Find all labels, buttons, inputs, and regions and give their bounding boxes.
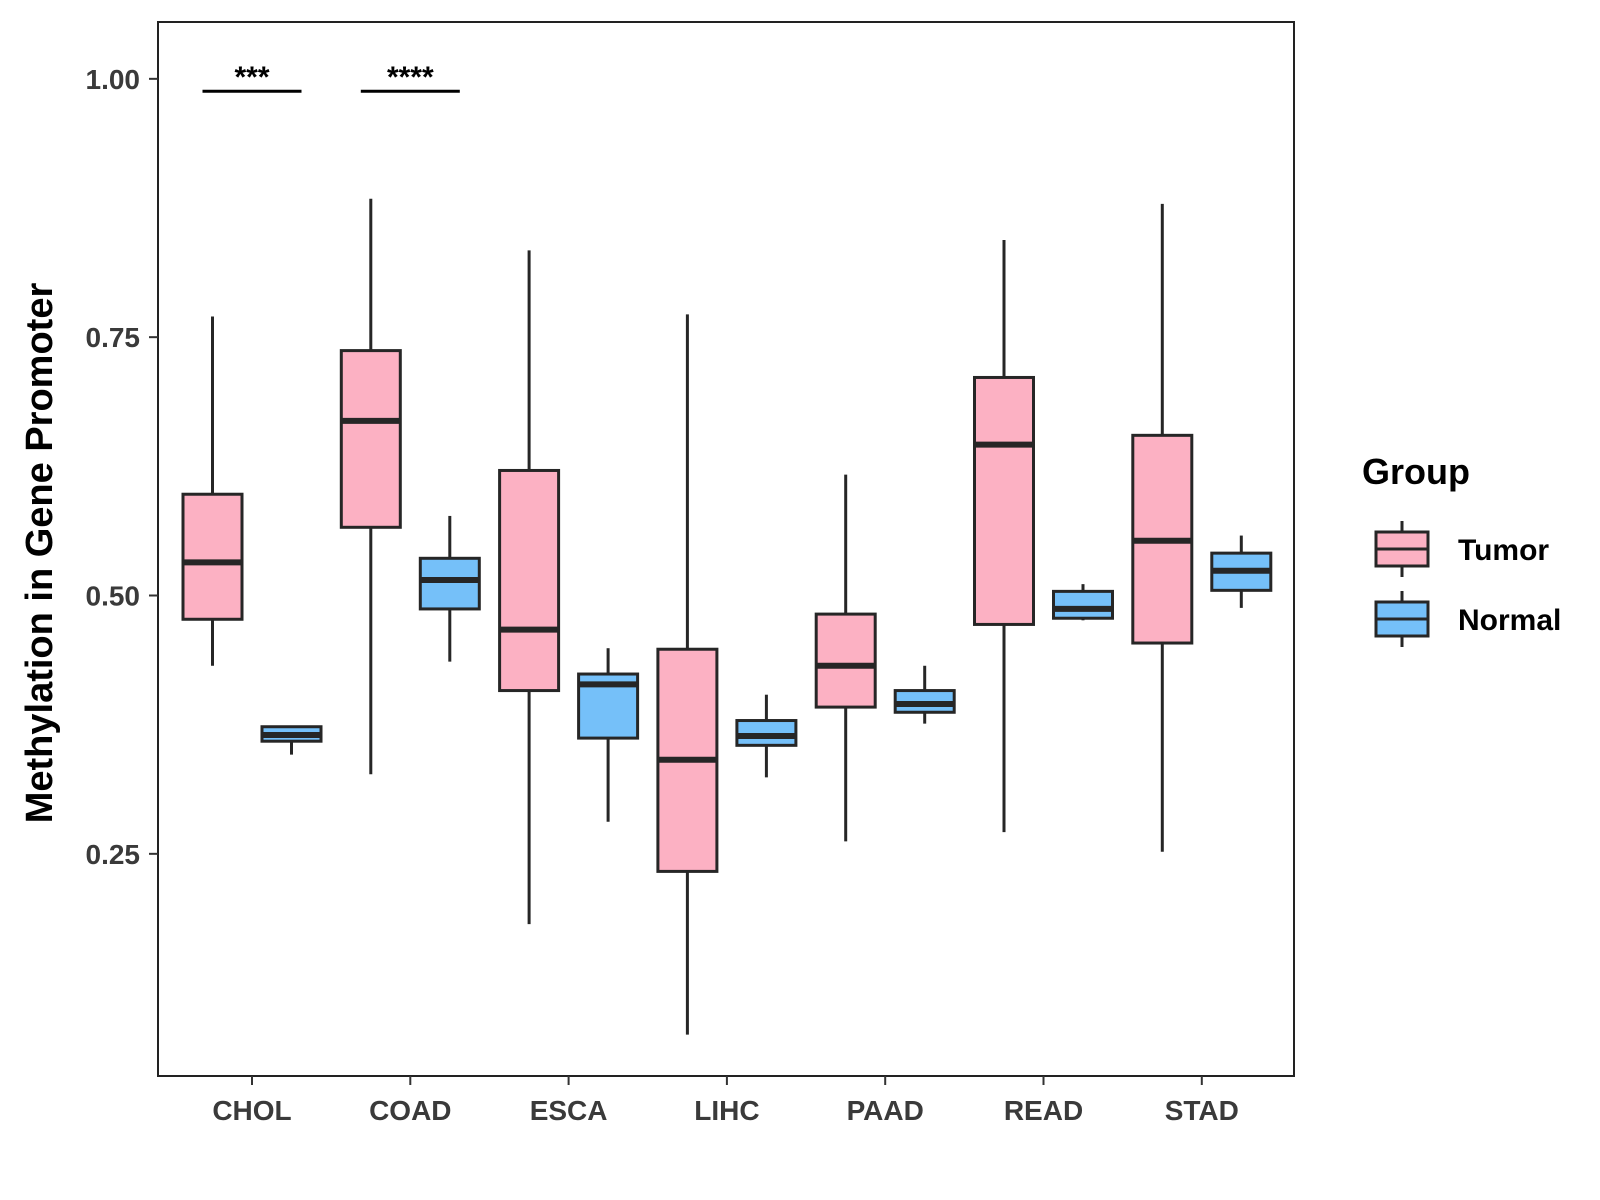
x-tick-label-paad: PAAD <box>847 1095 924 1126</box>
box-body <box>498 468 561 693</box>
legend-label: Tumor <box>1458 534 1549 567</box>
box-tumor-read <box>973 240 1035 833</box>
box-normal-chol <box>260 725 323 755</box>
box-normal-esca <box>577 648 640 822</box>
significance-label: **** <box>387 61 434 94</box>
box-tumor-esca <box>498 250 561 925</box>
significance-label: *** <box>234 61 269 94</box>
legend-label: Normal <box>1458 604 1561 637</box>
box-body <box>181 492 244 621</box>
box-series <box>181 198 1273 1035</box>
legend-entry-normal: Normal <box>1374 591 1561 647</box>
box-body <box>339 349 402 529</box>
box-body <box>973 375 1035 626</box>
legend-title: Group <box>1362 451 1470 492</box>
legend-entry-tumor: Tumor <box>1374 521 1549 577</box>
significance-annotations: *** **** <box>202 61 460 94</box>
x-axis: CHOL COAD ESCA LIHC PAAD READ STAD <box>212 1076 1239 1126</box>
plot-panel <box>157 21 1295 1077</box>
box-tumor-stad <box>1131 203 1194 852</box>
box-tumor-lihc <box>656 314 719 1035</box>
x-tick-label-coad: COAD <box>369 1095 451 1126</box>
box-tumor-coad <box>339 198 402 775</box>
y-axis: 0.25 0.50 0.75 1.00 <box>86 64 158 870</box>
box-normal-lihc <box>735 694 798 778</box>
y-tick-label: 1.00 <box>86 64 141 95</box>
box-body <box>1052 589 1114 620</box>
y-tick-label: 0.50 <box>86 581 141 612</box>
box-normal-paad <box>893 665 956 724</box>
y-axis-title: Methylation in Gene Promoter <box>19 283 61 824</box>
x-tick-label-lihc: LIHC <box>694 1095 759 1126</box>
y-tick-label: 0.75 <box>86 322 141 353</box>
x-tick-label-stad: STAD <box>1165 1095 1239 1126</box>
y-tick-label: 0.25 <box>86 839 141 870</box>
box-normal-coad <box>418 515 481 662</box>
box-body <box>814 612 877 709</box>
box-tumor-chol <box>181 316 244 666</box>
box-body <box>418 556 481 611</box>
legend: Group Tumor Normal <box>1362 451 1561 647</box>
box-body <box>735 719 798 747</box>
x-tick-label-read: READ <box>1004 1095 1083 1126</box>
box-tumor-paad <box>814 474 877 842</box>
box-normal-stad <box>1210 535 1273 608</box>
x-tick-label-esca: ESCA <box>530 1095 608 1126</box>
box-normal-read <box>1052 584 1114 621</box>
x-tick-label-chol: CHOL <box>212 1095 291 1126</box>
